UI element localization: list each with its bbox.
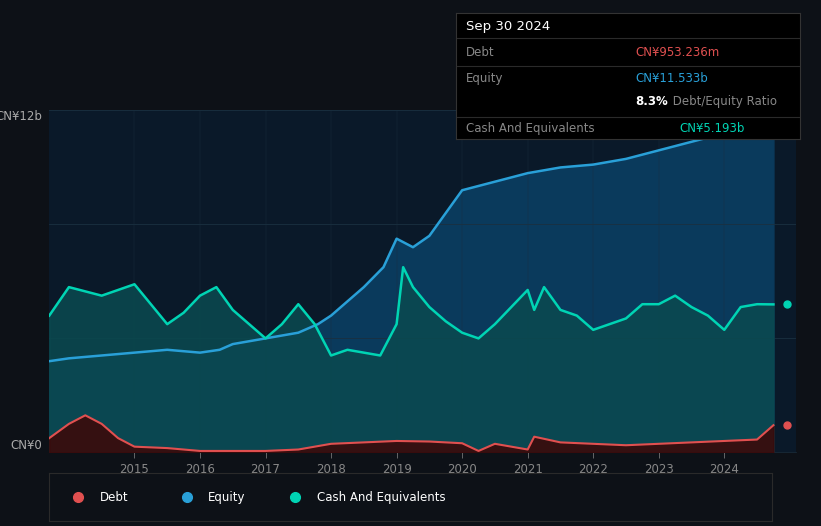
Text: Debt: Debt <box>100 491 128 503</box>
Text: Equity: Equity <box>209 491 245 503</box>
Text: Cash And Equivalents: Cash And Equivalents <box>466 122 594 135</box>
Text: Equity: Equity <box>466 72 503 85</box>
Text: Debt/Equity Ratio: Debt/Equity Ratio <box>669 95 777 108</box>
Text: CN¥11.533b: CN¥11.533b <box>635 72 708 85</box>
Text: CN¥953.236m: CN¥953.236m <box>635 46 719 59</box>
Text: Debt: Debt <box>466 46 494 59</box>
Text: Sep 30 2024: Sep 30 2024 <box>466 20 550 33</box>
Text: Cash And Equivalents: Cash And Equivalents <box>317 491 445 503</box>
Text: CN¥5.193b: CN¥5.193b <box>680 122 745 135</box>
Text: CN¥0: CN¥0 <box>10 439 42 452</box>
Text: 8.3%: 8.3% <box>635 95 667 108</box>
Text: CN¥12b: CN¥12b <box>0 110 42 124</box>
